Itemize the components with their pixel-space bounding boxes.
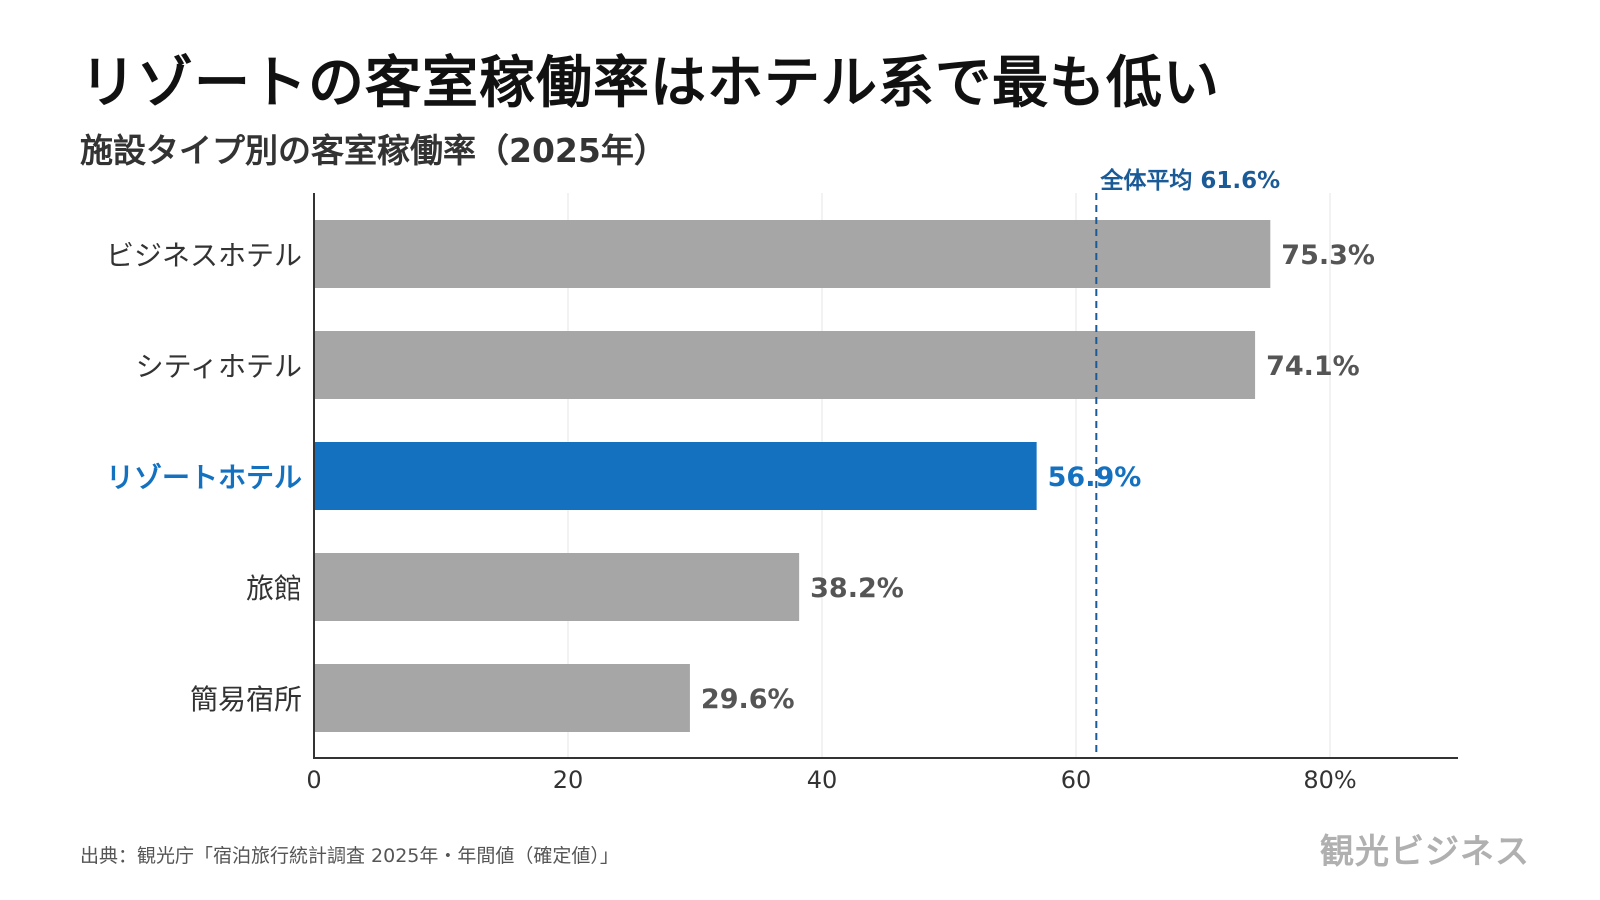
- bar-1: [314, 220, 1271, 288]
- bar-5: [314, 664, 690, 732]
- source-note: 出典：観光庁「宿泊旅行統計調査 2025年・年間値（確定値）」: [80, 845, 619, 867]
- category-label-5: 簡易宿所: [190, 683, 302, 716]
- x-tick-label-60: 60: [1061, 766, 1092, 794]
- chart-subtitle: 施設タイプ別の客室稼働率（2025年）: [80, 131, 667, 170]
- x-tick-label-80: 80%: [1303, 766, 1356, 794]
- chart-title: リゾートの客室稼働率はホテル系で最も低い: [80, 51, 1220, 116]
- value-label-4: 38.2%: [810, 573, 904, 604]
- category-label-2: シティホテル: [136, 350, 302, 383]
- bar-2: [314, 331, 1256, 399]
- average-line-label: 全体平均 61.6%: [1099, 167, 1280, 194]
- category-label-4: 旅館: [246, 572, 302, 605]
- value-label-1: 75.3%: [1281, 240, 1375, 271]
- bar-3: [314, 442, 1037, 510]
- x-tick-label-0: 0: [306, 766, 321, 794]
- category-label-3: リゾートホテル: [106, 461, 302, 494]
- category-label-1: ビジネスホテル: [106, 239, 302, 272]
- value-label-5: 29.6%: [701, 684, 795, 715]
- x-tick-label-20: 20: [553, 766, 584, 794]
- x-tick-label-40: 40: [807, 766, 838, 794]
- value-label-3: 56.9%: [1048, 462, 1142, 493]
- bar-4: [314, 553, 800, 621]
- brand-logo: 観光ビジネス: [1320, 832, 1530, 872]
- value-label-2: 74.1%: [1266, 351, 1360, 382]
